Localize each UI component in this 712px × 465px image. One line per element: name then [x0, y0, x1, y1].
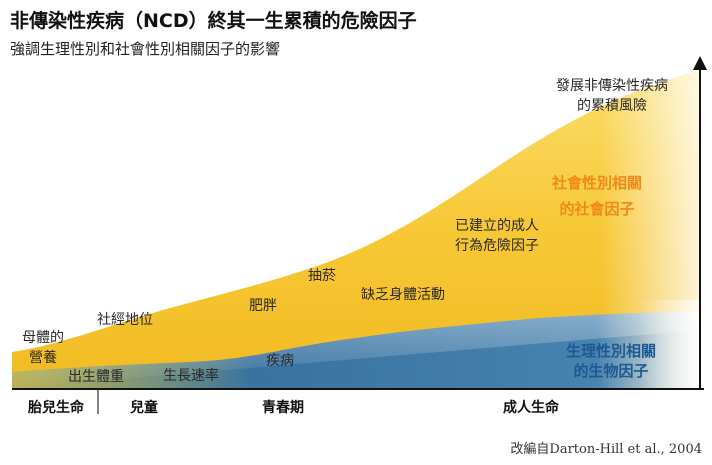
- factor-obesity: 肥胖: [249, 298, 277, 314]
- factor-adult-behaviour: 已建立的成人 行為危險因子: [455, 218, 539, 254]
- stage-adult-life: 成人生命: [503, 400, 559, 416]
- social-gender-label: 社會性別相關 的社會因子: [552, 174, 643, 218]
- factor-smoking: 抽菸: [308, 268, 336, 284]
- factor-disease: 疾病: [266, 353, 294, 369]
- social-risk-area: [12, 70, 700, 388]
- factor-physical-inactivity: 缺乏身體活動: [361, 287, 445, 303]
- stage-adolescence: 青春期: [262, 400, 304, 416]
- stage-fetal-life: 胎兒生命: [28, 400, 84, 416]
- y-axis-arrow: [693, 56, 707, 70]
- stage-childhood: 兒童: [130, 400, 158, 416]
- factor-maternal-nutrition: 母體的 營養: [22, 330, 64, 366]
- cumulative-risk-label: 發展非傳染性疾病 的累積風險: [556, 78, 668, 114]
- page-subtitle: 強調生理性別和社會性別相關因子的影響: [10, 40, 281, 58]
- source-citation: 改編自Darton-Hill et al., 2004: [510, 442, 702, 457]
- factor-birth-weight: 出生體重: [68, 369, 124, 385]
- biological-gender-label: 生理性別相關 的生物因子: [566, 342, 657, 380]
- page-title: 非傳染性疾病（NCD）終其一生累積的危險因子: [10, 10, 417, 32]
- factor-growth-rate: 生長速率: [163, 368, 219, 384]
- factor-socioeconomic-status: 社經地位: [97, 312, 153, 328]
